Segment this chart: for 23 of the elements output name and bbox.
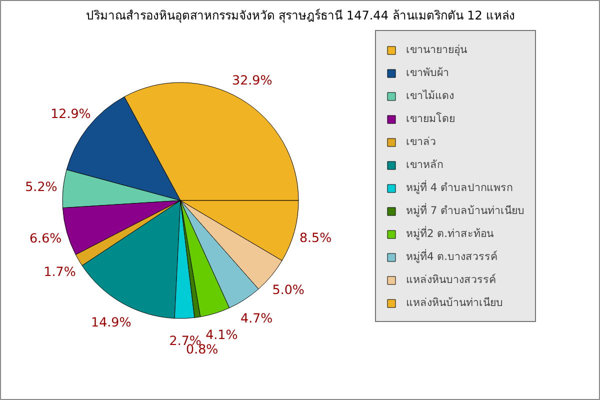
legend-label: หมู่ที่2 ต.ท่าสะท้อน bbox=[406, 225, 494, 242]
legend-label: เขานายายอุ่น bbox=[406, 42, 467, 58]
chart-title: ปริมาณสำรองหินอุตสาหกรรมจังหวัด สุราษฎร์ธานี 147.44 ล้านเมตริกตัน 12 แหล่ง bbox=[86, 8, 516, 24]
legend-label: แหล่งหินบ้านท่าเนียบ bbox=[406, 295, 503, 311]
legend-label: หมู่ที่4 ต.บางสวรรค์ bbox=[406, 248, 498, 265]
data-label: 14.9% bbox=[91, 314, 132, 330]
data-label: 4.7% bbox=[240, 310, 273, 326]
data-label: 5.2% bbox=[25, 178, 58, 194]
legend-label: เขายมโดย bbox=[406, 111, 455, 127]
data-label: 32.9% bbox=[232, 72, 272, 88]
legend-label: เขาไม้แดง bbox=[406, 88, 454, 104]
data-label: 1.7% bbox=[44, 264, 76, 279]
data-label: 4.1% bbox=[206, 326, 238, 342]
legend-label: เขาล่ว bbox=[406, 134, 436, 150]
legend-label: หมู่ที่ 7 ตำบลบ้านท่าเนียบ bbox=[406, 202, 525, 219]
legend-label: เขาพับผ้า bbox=[406, 65, 449, 81]
data-label: 6.6% bbox=[30, 230, 62, 246]
data-label: 8.5% bbox=[299, 230, 332, 245]
data-label: 5.0% bbox=[272, 282, 304, 298]
data-label: 12.9% bbox=[50, 106, 91, 122]
legend-label: เขาหลัก bbox=[406, 157, 443, 173]
legend-label: แหล่งหินบางสวรรค์ bbox=[406, 272, 496, 288]
legend-label: หมู่ที่ 4 ตำบลปากแพรก bbox=[406, 179, 513, 196]
